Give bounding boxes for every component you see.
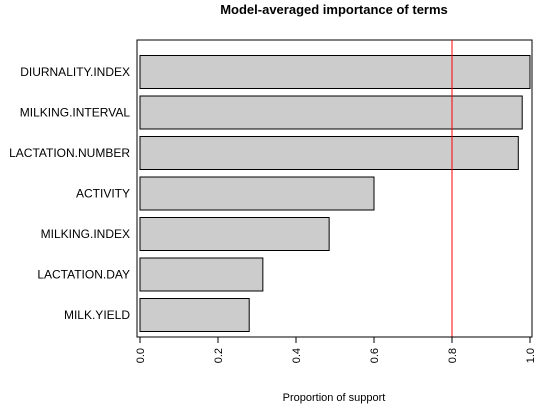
- bar-activity: [139, 176, 375, 211]
- x-tick-label: 1.0: [525, 348, 536, 363]
- bar-milking-index: [139, 217, 330, 251]
- category-labels: DIURNALITY.INDEX MILKING.INTERVAL LACTATIO…: [9, 65, 130, 322]
- category-label: MILK.YIELD: [64, 308, 130, 322]
- x-tick-label: 0.0: [135, 348, 147, 363]
- x-tick-label: 0.4: [291, 348, 303, 363]
- bar-milking-interval: [139, 95, 523, 130]
- bars-group: [139, 55, 531, 332]
- x-tick-label: 0.6: [369, 348, 381, 363]
- chart-title: Model-averaged importance of terms: [220, 2, 448, 17]
- category-label: MILKING.INDEX: [41, 227, 130, 241]
- category-label: LACTATION.DAY: [37, 268, 130, 282]
- bar-lactation-day: [139, 257, 264, 292]
- x-axis-label: Proportion of support: [283, 392, 386, 404]
- x-tick-label: 0.8: [447, 348, 459, 363]
- x-axis: 0.0 0.2 0.4 0.6 0.8 1.0: [135, 336, 536, 363]
- category-label: LACTATION.NUMBER: [9, 146, 130, 160]
- category-label: MILKING.INTERVAL: [20, 106, 131, 120]
- x-tick-label: 0.2: [213, 348, 225, 363]
- bar-lactation-number: [139, 136, 519, 170]
- category-label: DIURNALITY.INDEX: [20, 65, 130, 79]
- category-label: ACTIVITY: [76, 187, 130, 201]
- bar-milk-yield: [139, 298, 250, 332]
- bar-diurnality-index: [139, 55, 531, 89]
